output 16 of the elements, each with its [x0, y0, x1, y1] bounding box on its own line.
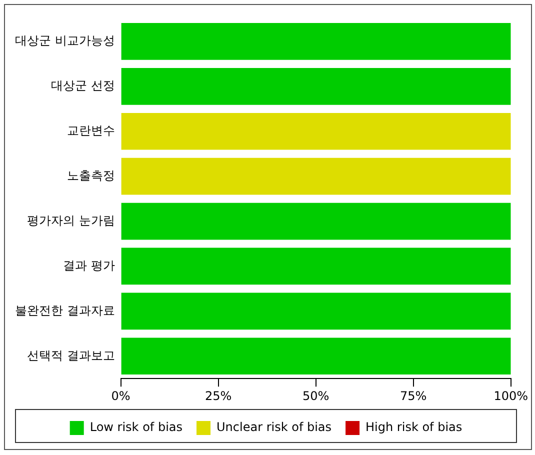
y-tick-label: 불완전한 결과자료 — [14, 303, 115, 318]
y-tick-label: 선택적 결과보고 — [26, 348, 115, 362]
legend-label: High risk of bias — [366, 420, 462, 434]
y-tick-label: 대상군 선정 — [50, 78, 115, 93]
y-tick-label: 교란변수 — [66, 124, 115, 138]
y-tick-label: 결과 평가 — [62, 258, 115, 272]
x-tick-label: 25% — [204, 388, 232, 403]
legend-label: Low risk of bias — [90, 420, 183, 434]
legend-label: Unclear risk of bias — [216, 420, 332, 434]
y-tick-label: 노출측정 — [66, 168, 115, 182]
x-tick-label: 50% — [302, 388, 330, 403]
x-tick-label: 0% — [111, 388, 130, 403]
x-tick-label: 100% — [494, 388, 528, 403]
x-tick-label: 75% — [400, 388, 427, 403]
y-tick-label: 평가자의 눈가림 — [26, 213, 115, 228]
y-tick-label: 대상군 비교가능성 — [14, 34, 115, 48]
